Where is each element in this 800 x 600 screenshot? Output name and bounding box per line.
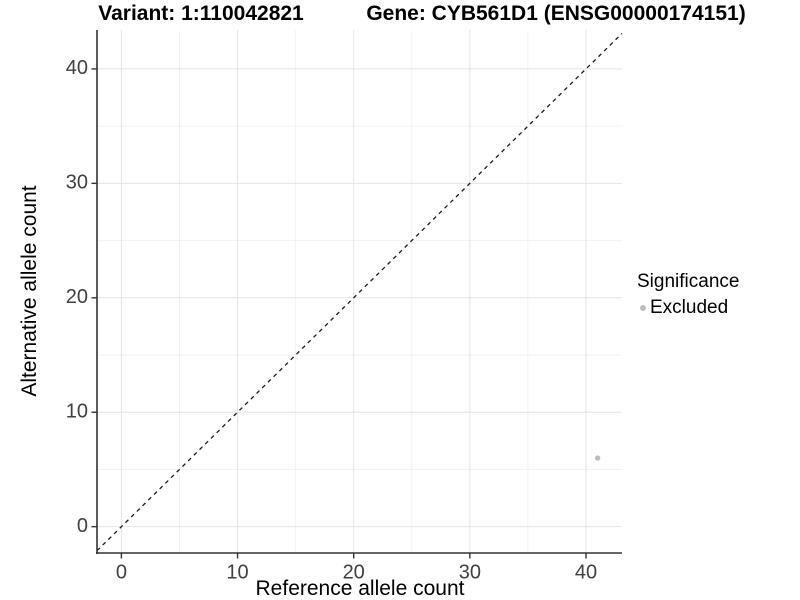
y-tick-label: 0	[77, 515, 88, 537]
legend-item-label: Excluded	[650, 296, 729, 318]
legend-title: Significance	[637, 271, 740, 292]
gene-title: Gene: CYB561D1 (ENSG00000174151)	[366, 2, 746, 25]
x-tick-label: 40	[575, 561, 597, 583]
excluded-point-swatch	[640, 304, 646, 311]
legend-item-excluded: Excluded	[637, 297, 739, 319]
identity-dashed-line	[96, 32, 623, 552]
x-tick-label: 0	[116, 561, 127, 583]
x-tick-label: 30	[459, 561, 481, 583]
x-tick-label: 10	[226, 561, 248, 583]
x-axis-title: Reference allele count	[255, 577, 465, 600]
y-tick-label: 30	[66, 172, 88, 194]
variant-title: Variant: 1:110042821	[98, 2, 304, 25]
y-axis-title: Alternative allele count	[18, 185, 41, 397]
x-tick-label: 20	[343, 561, 365, 583]
data-point-excluded	[594, 455, 601, 461]
legend: Significance Excluded	[637, 271, 739, 319]
y-tick-label: 20	[66, 286, 88, 308]
y-tick-label: 40	[66, 57, 88, 79]
y-tick-label: 10	[66, 401, 88, 423]
